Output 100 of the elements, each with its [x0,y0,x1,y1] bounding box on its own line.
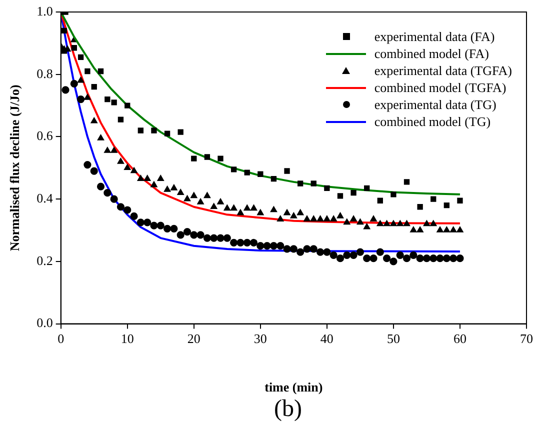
point [77,96,85,104]
x-tick-label: 20 [187,331,200,346]
point [91,84,97,90]
point [138,128,144,134]
point [236,238,244,247]
point [84,160,92,169]
point [310,245,318,253]
legend-label: experimental data (TGFA) [374,62,512,79]
point [124,206,132,214]
point [330,251,338,260]
point [190,231,198,239]
point [243,238,251,247]
x-tick-label: 10 [120,331,134,346]
point [223,234,231,242]
point [363,254,371,262]
point [118,116,124,122]
point [61,48,68,54]
point [250,238,258,247]
point [350,190,356,196]
point [170,224,178,232]
x-axis-title: time (min) [264,380,323,395]
point [111,100,117,106]
legend-label: experimental data (TG) [374,96,496,113]
point [78,54,84,60]
point [296,248,304,256]
x-tick-label: 0 [58,331,64,346]
point [457,198,463,204]
y-tick-label: 0.6 [36,128,54,144]
legend-label: combined model (TGFA) [374,79,506,96]
y-tick-label: 1.0 [36,3,53,18]
point [230,238,238,247]
point [323,248,331,256]
legend-label: combined model (TG) [374,113,491,130]
y-axis-title: Normalised flux decline (J/Jo) [7,84,22,252]
point [390,258,398,266]
point [90,167,98,175]
point [136,218,144,226]
point [436,254,444,262]
point [70,80,78,88]
point [164,130,170,136]
point [156,222,164,230]
y-tick-label: 0.8 [36,66,53,81]
x-tick-label: 30 [254,331,267,346]
point [178,129,184,135]
point [444,202,450,208]
point [450,254,458,262]
point [402,254,411,262]
point [204,154,210,160]
legend-label: experimental data (FA) [374,28,495,45]
point [442,254,450,262]
point [216,234,224,242]
point [316,248,324,256]
point [284,168,290,174]
point [116,203,125,211]
point [98,68,104,74]
y-tick-label: 0.4 [36,190,54,206]
x-tick-label: 50 [386,331,400,346]
point [390,192,396,198]
point [256,242,264,250]
y-tick-label: 0.2 [36,252,53,268]
point [110,195,118,203]
point [62,86,70,94]
x-tick-label: 40 [320,331,334,346]
point [203,234,211,242]
point [377,198,383,204]
point [244,170,250,176]
point [151,128,157,134]
point [258,171,264,177]
point [163,224,172,232]
point [356,248,364,256]
point [430,196,436,202]
point [183,228,192,236]
point [303,245,311,253]
point [270,242,278,250]
point [310,180,316,186]
point [230,166,237,172]
point [218,156,224,162]
point [404,179,410,185]
point [376,248,384,256]
point [456,254,464,262]
point [336,254,344,262]
point [350,251,358,260]
point [290,245,298,253]
point [396,251,404,260]
point [283,245,291,253]
point [324,185,330,191]
y-tick-label: 0.0 [36,315,53,330]
point [191,156,197,162]
point [210,234,218,242]
x-tick-label: 70 [520,331,533,346]
point [61,28,68,34]
point [270,176,277,182]
text: (b) [273,395,303,424]
point [130,212,138,220]
point [71,45,77,51]
point [383,254,391,262]
x-tick-label: 60 [453,331,466,346]
point [104,189,112,197]
point [276,242,284,250]
point [96,182,105,190]
